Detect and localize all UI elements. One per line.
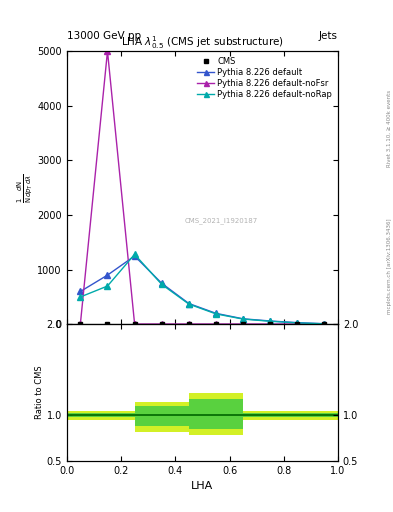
Pythia 8.226 default-noFsr [214,321,219,327]
Text: Rivet 3.1.10, ≥ 400k events: Rivet 3.1.10, ≥ 400k events [387,90,391,166]
Pythia 8.226 default-noRap [160,281,164,287]
Pythia 8.226 default [214,310,219,316]
CMS [105,321,110,327]
Pythia 8.226 default-noFsr [187,321,191,327]
Text: CMS_2021_I1920187: CMS_2021_I1920187 [185,217,258,224]
CMS [132,321,137,327]
Line: Pythia 8.226 default: Pythia 8.226 default [77,253,327,327]
Pythia 8.226 default-noFsr [322,321,327,327]
Pythia 8.226 default-noFsr [295,321,300,327]
Pythia 8.226 default [78,288,83,294]
CMS [322,321,327,327]
CMS [295,321,300,327]
Pythia 8.226 default-noFsr [241,321,245,327]
Line: Pythia 8.226 default-noFsr: Pythia 8.226 default-noFsr [77,49,327,327]
Text: mcplots.cern.ch [arXiv:1306.3436]: mcplots.cern.ch [arXiv:1306.3436] [387,219,391,314]
Text: Jets: Jets [319,31,338,41]
Pythia 8.226 default [241,316,245,322]
Line: Pythia 8.226 default-noRap: Pythia 8.226 default-noRap [77,251,327,327]
Legend: CMS, Pythia 8.226 default, Pythia 8.226 default-noFsr, Pythia 8.226 default-noRa: CMS, Pythia 8.226 default, Pythia 8.226 … [196,55,334,101]
Pythia 8.226 default [187,301,191,307]
Pythia 8.226 default-noFsr [105,48,110,54]
CMS [268,321,273,327]
Pythia 8.226 default-noRap [187,301,191,307]
Pythia 8.226 default [322,321,327,327]
CMS [160,321,164,327]
Y-axis label: $\frac{1}{\mathrm{N}} \frac{d\mathrm{N}}{d p_T\, d\lambda}$: $\frac{1}{\mathrm{N}} \frac{d\mathrm{N}}… [15,173,35,203]
Pythia 8.226 default-noFsr [268,321,273,327]
Y-axis label: Ratio to CMS: Ratio to CMS [35,366,44,419]
CMS [241,321,245,327]
Text: 13000 GeV pp: 13000 GeV pp [67,31,141,41]
CMS [214,321,219,327]
Pythia 8.226 default-noFsr [132,321,137,327]
Pythia 8.226 default-noRap [268,318,273,324]
Title: LHA $\lambda^{1}_{0.5}$ (CMS jet substructure): LHA $\lambda^{1}_{0.5}$ (CMS jet substru… [121,34,284,51]
Pythia 8.226 default-noRap [322,321,327,327]
Pythia 8.226 default-noRap [132,251,137,258]
Pythia 8.226 default-noRap [214,311,219,317]
CMS [187,321,191,327]
Pythia 8.226 default [132,253,137,259]
Pythia 8.226 default [105,272,110,278]
Pythia 8.226 default [268,318,273,324]
Pythia 8.226 default-noRap [295,320,300,326]
Pythia 8.226 default-noRap [105,283,110,289]
Pythia 8.226 default-noRap [241,316,245,322]
Line: CMS: CMS [78,322,327,326]
X-axis label: LHA: LHA [191,481,213,491]
Pythia 8.226 default [295,319,300,326]
Pythia 8.226 default-noFsr [78,321,83,327]
CMS [78,321,83,327]
Pythia 8.226 default-noFsr [160,321,164,327]
Pythia 8.226 default-noRap [78,294,83,300]
Pythia 8.226 default [160,280,164,286]
